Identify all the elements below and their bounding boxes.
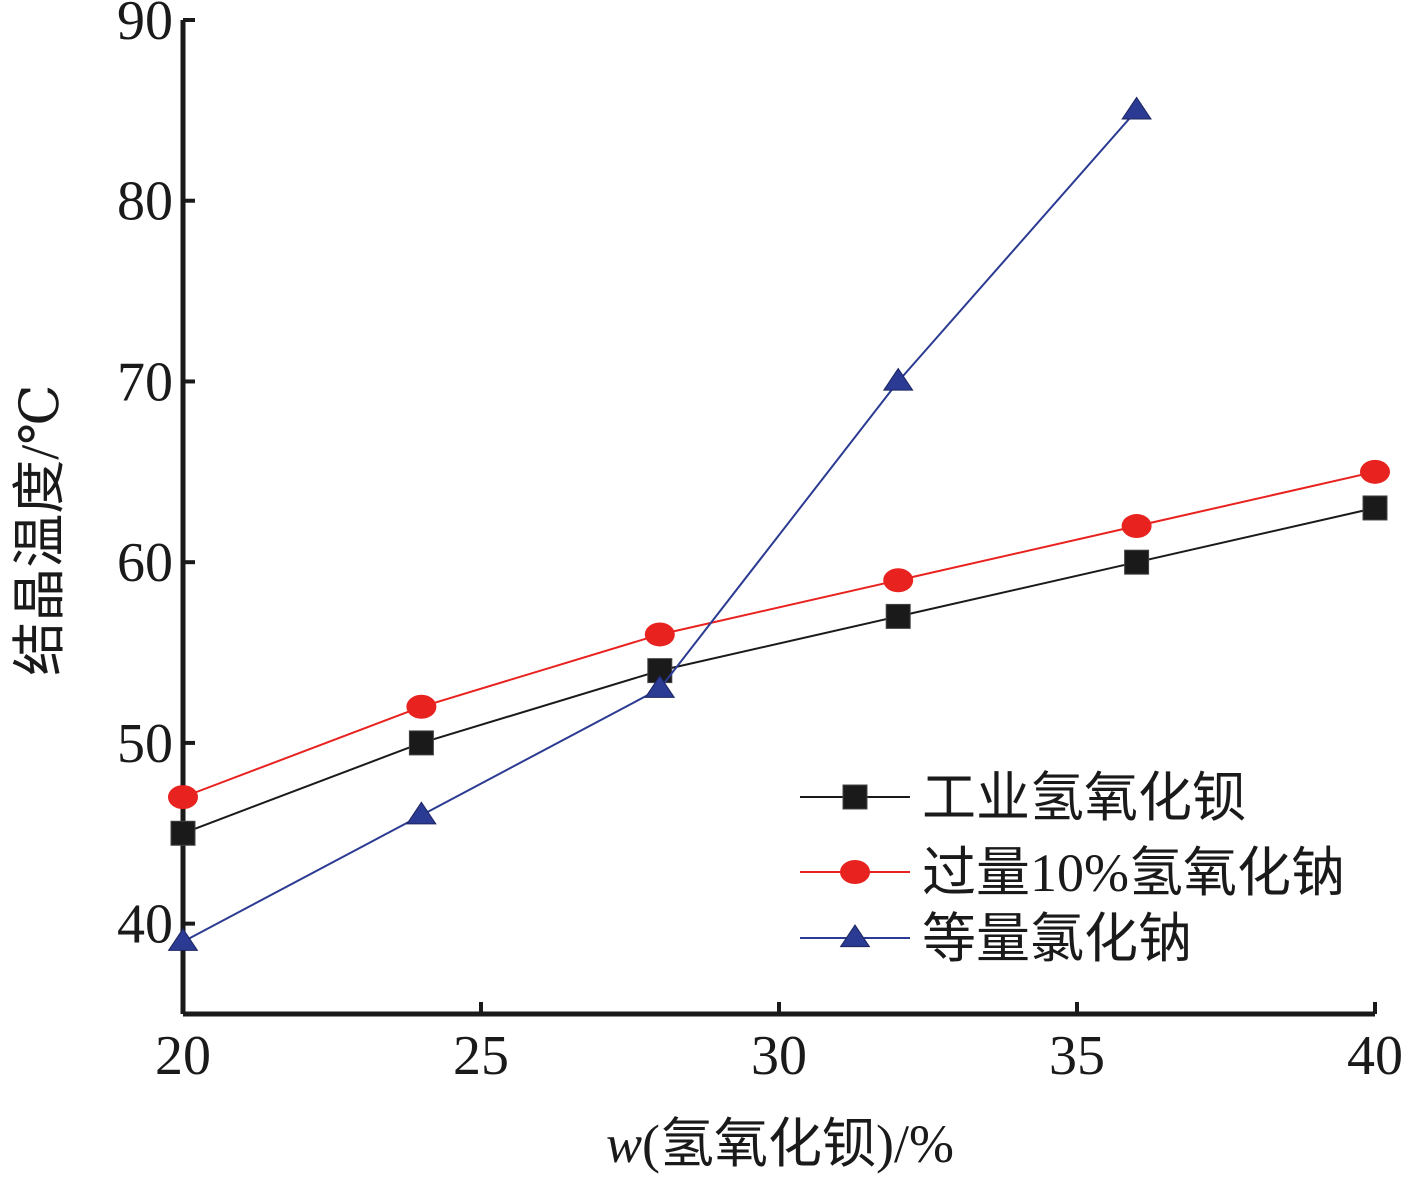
x-tick-label: 40 xyxy=(1347,1025,1403,1087)
y-tick-label: 80 xyxy=(117,171,173,233)
x-tick-label: 20 xyxy=(155,1025,211,1087)
x-tick-label: 30 xyxy=(751,1025,807,1087)
y-tick-label: 40 xyxy=(117,894,173,956)
x-tick-label: 35 xyxy=(1049,1025,1105,1087)
series-layer xyxy=(167,96,1390,951)
data-point xyxy=(839,924,871,948)
x-axis-title-rest: (氢氧化钡)/% xyxy=(642,1114,954,1174)
legend-label: 过量10%氢氧化钠 xyxy=(922,843,1345,903)
series xyxy=(170,495,1388,846)
y-axis-title: 结晶温度/℃ xyxy=(10,384,70,675)
data-point xyxy=(885,603,911,629)
legend-label: 等量氯化钠 xyxy=(922,909,1192,969)
y-tick-label: 90 xyxy=(117,0,173,52)
data-point xyxy=(644,622,675,647)
x-axis-title: w(氢氧化钡)/% xyxy=(606,1114,954,1174)
series-line xyxy=(182,506,1376,835)
data-point xyxy=(842,784,868,810)
data-point xyxy=(1362,495,1388,521)
data-point xyxy=(644,674,676,698)
data-point xyxy=(1360,459,1390,484)
data-point xyxy=(168,785,198,810)
data-point xyxy=(406,801,437,825)
legend-item: 工业氢氧化钡 xyxy=(800,768,1246,828)
data-point xyxy=(406,694,437,719)
data-point xyxy=(840,860,870,884)
series xyxy=(167,96,1152,951)
y-ticks: 40 50 60 70 80 90 xyxy=(117,0,195,956)
data-point xyxy=(883,568,914,593)
y-tick-label: 50 xyxy=(117,713,173,775)
data-point xyxy=(408,730,434,756)
data-point xyxy=(170,820,196,846)
x-ticks: 20 25 30 35 40 xyxy=(155,1002,1403,1087)
legend-label: 工业氢氧化钡 xyxy=(922,768,1246,828)
series-line xyxy=(182,470,1376,799)
data-point xyxy=(1124,549,1150,575)
data-point xyxy=(882,367,914,391)
data-point xyxy=(1121,96,1152,120)
y-tick-label: 60 xyxy=(117,532,173,594)
data-point xyxy=(167,927,199,951)
y-tick-label: 70 xyxy=(117,351,173,413)
legend-item: 等量氯化钠 xyxy=(800,909,1192,969)
x-axis-title-italic: w xyxy=(606,1114,642,1174)
legend-item: 过量10%氢氧化钠 xyxy=(800,843,1345,903)
x-tick-label: 25 xyxy=(453,1025,509,1087)
series xyxy=(168,459,1390,810)
data-point xyxy=(1121,514,1152,539)
